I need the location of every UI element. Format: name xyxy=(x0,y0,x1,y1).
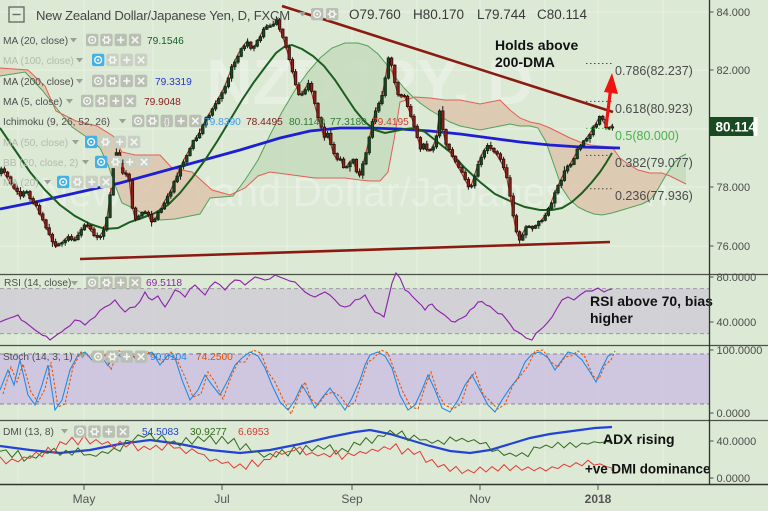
svg-text:79.9048: 79.9048 xyxy=(144,97,181,108)
svg-text:78.4495: 78.4495 xyxy=(246,117,283,128)
svg-text:30.9277: 30.9277 xyxy=(190,427,227,438)
svg-text:Ichimoku (9, 26, 52, 26): Ichimoku (9, 26, 52, 26) xyxy=(3,117,110,128)
svg-text:BB (20, close, 2): BB (20, close, 2) xyxy=(3,158,78,169)
svg-text:90.0104: 90.0104 xyxy=(150,352,187,363)
svg-text:69.5118: 69.5118 xyxy=(146,278,182,289)
svg-text:Stoch (14, 3, 1): Stoch (14, 3, 1) xyxy=(3,352,73,363)
svg-text:MA (20): MA (20) xyxy=(3,178,39,189)
svg-text:82.000: 82.000 xyxy=(717,65,751,77)
svg-text:78.000: 78.000 xyxy=(717,182,751,194)
svg-text:80.1140: 80.1140 xyxy=(289,117,325,128)
svg-text:RSI (14, close): RSI (14, close) xyxy=(4,278,71,289)
svg-text:+ve DMI dominance: +ve DMI dominance xyxy=(585,462,710,477)
svg-text:MA (5, close): MA (5, close) xyxy=(3,97,62,108)
svg-text:200-DMA: 200-DMA xyxy=(495,54,555,70)
svg-text:79.3319: 79.3319 xyxy=(155,77,192,88)
svg-text:MA (50, close): MA (50, close) xyxy=(3,138,68,149)
svg-text:MA (200, close): MA (200, close) xyxy=(3,77,74,88)
svg-text:54.5083: 54.5083 xyxy=(142,427,179,438)
svg-text:0.0000: 0.0000 xyxy=(717,408,751,420)
svg-text:0.382(79.077): 0.382(79.077) xyxy=(615,156,693,170)
svg-text:DMI (13, 8): DMI (13, 8) xyxy=(3,427,54,438)
svg-text:Sep: Sep xyxy=(341,492,363,506)
svg-text:79.4195: 79.4195 xyxy=(372,117,409,128)
svg-text:2018: 2018 xyxy=(585,492,612,506)
svg-text:0.786(82.237): 0.786(82.237) xyxy=(615,64,693,78)
svg-text:May: May xyxy=(73,492,96,506)
svg-text:O79.760: O79.760 xyxy=(349,7,401,22)
svg-text:C80.114: C80.114 xyxy=(537,7,588,22)
svg-text:Holds above: Holds above xyxy=(495,37,578,53)
svg-text:Nov: Nov xyxy=(469,492,490,506)
svg-text:6.6953: 6.6953 xyxy=(238,427,269,438)
svg-text:New Zealand Dollar/Japanese Ye: New Zealand Dollar/Japanese Yen, D, FXCM xyxy=(36,8,290,23)
svg-text:H80.170: H80.170 xyxy=(413,7,464,22)
svg-text:79.1546: 79.1546 xyxy=(147,36,184,47)
svg-text:84.000: 84.000 xyxy=(717,7,751,19)
svg-text:0.236(77.936): 0.236(77.936) xyxy=(615,189,693,203)
svg-text:0.618(80.923): 0.618(80.923) xyxy=(615,102,693,116)
svg-text:79.8390: 79.8390 xyxy=(204,117,241,128)
svg-text:40.0000: 40.0000 xyxy=(717,436,757,448)
svg-text:MA (100, close): MA (100, close) xyxy=(3,56,74,67)
svg-text:100.0000: 100.0000 xyxy=(717,345,763,357)
svg-text:77.3180: 77.3180 xyxy=(330,117,367,128)
svg-text:L79.744: L79.744 xyxy=(477,7,526,22)
svg-text:Jul: Jul xyxy=(214,492,229,506)
svg-text:80.0000: 80.0000 xyxy=(717,272,757,284)
svg-text:higher: higher xyxy=(590,310,633,326)
svg-text:RSI above 70, bias: RSI above 70, bias xyxy=(590,293,713,309)
svg-text:MA (20, close): MA (20, close) xyxy=(3,36,68,47)
svg-text:80.114: 80.114 xyxy=(716,120,757,135)
svg-text:76.000: 76.000 xyxy=(717,241,751,253)
svg-text:0.5(80.000): 0.5(80.000) xyxy=(615,129,679,143)
svg-text:ADX rising: ADX rising xyxy=(603,431,675,447)
svg-text:40.0000: 40.0000 xyxy=(717,317,757,329)
svg-text:0.0000: 0.0000 xyxy=(717,473,751,485)
svg-text:74.2500: 74.2500 xyxy=(196,352,233,363)
svg-text:{}: {} xyxy=(164,116,170,126)
